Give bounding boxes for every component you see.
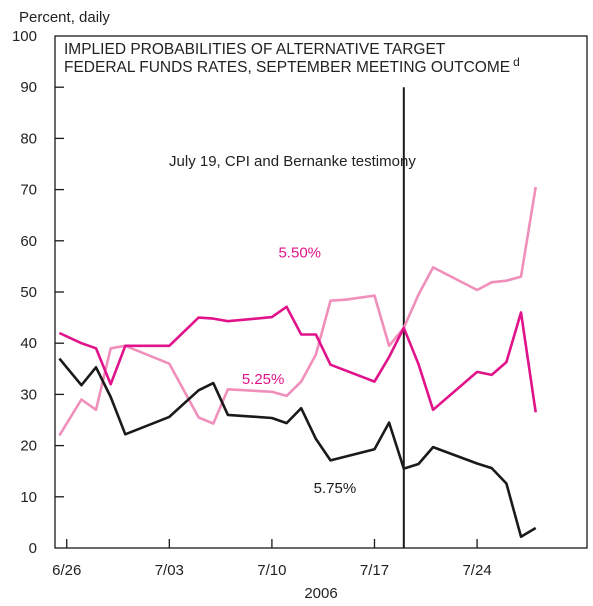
series-group <box>58 186 537 539</box>
y-tick-label: 30 <box>20 386 37 403</box>
x-tick-label: 6/26 <box>52 562 81 579</box>
y-tick-label: 20 <box>20 438 37 455</box>
x-tick-label: 7/03 <box>155 562 184 579</box>
chart-title-line-2: FEDERAL FUNDS RATES, SEPTEMBER MEETING O… <box>64 59 510 76</box>
y-tick-label: 10 <box>20 489 37 506</box>
y-tick-label: 80 <box>20 130 37 147</box>
x-tick-label: 7/24 <box>462 562 491 579</box>
chart-title-superscript: d <box>513 55 520 69</box>
chart-title: IMPLIED PROBABILITIES OF ALTERNATIVE TAR… <box>64 41 520 76</box>
x-axis: 6/26 7/03 7/10 7/17 7/24 <box>52 539 492 579</box>
y-tick-label: 70 <box>20 182 37 199</box>
y-axis-unit-label: Percent, daily <box>19 9 110 26</box>
x-tick-label: 7/10 <box>257 562 286 579</box>
series-labels: 5.50% 5.25% 5.75% <box>242 245 356 498</box>
series-label: 5.75% <box>314 480 357 497</box>
y-tick-label: 90 <box>20 79 37 96</box>
y-tick-label: 50 <box>20 284 37 301</box>
y-tick-label: 40 <box>20 335 37 352</box>
y-tick-label: 100 <box>12 28 37 45</box>
x-tick-label: 7/17 <box>360 562 389 579</box>
series-line-5-25 <box>58 186 537 437</box>
y-axis: 0 10 20 30 40 50 60 70 80 90 100 <box>12 28 64 557</box>
chart-title-line-1: IMPLIED PROBABILITIES OF ALTERNATIVE TAR… <box>64 41 446 58</box>
svg-text:FEDERAL FUNDS RATES, SEPTEMBER: FEDERAL FUNDS RATES, SEPTEMBER MEETING O… <box>64 55 520 76</box>
y-tick-label: 0 <box>29 540 37 557</box>
event-label: July 19, CPI and Bernanke testimony <box>169 153 416 170</box>
series-label: 5.50% <box>278 245 321 262</box>
series-line-5-50 <box>58 305 537 413</box>
series-line-5-75 <box>58 357 537 539</box>
plot-frame <box>54 35 588 549</box>
series-label: 5.25% <box>242 371 285 388</box>
x-axis-year-label: 2006 <box>304 585 337 602</box>
y-tick-label: 60 <box>20 233 37 250</box>
